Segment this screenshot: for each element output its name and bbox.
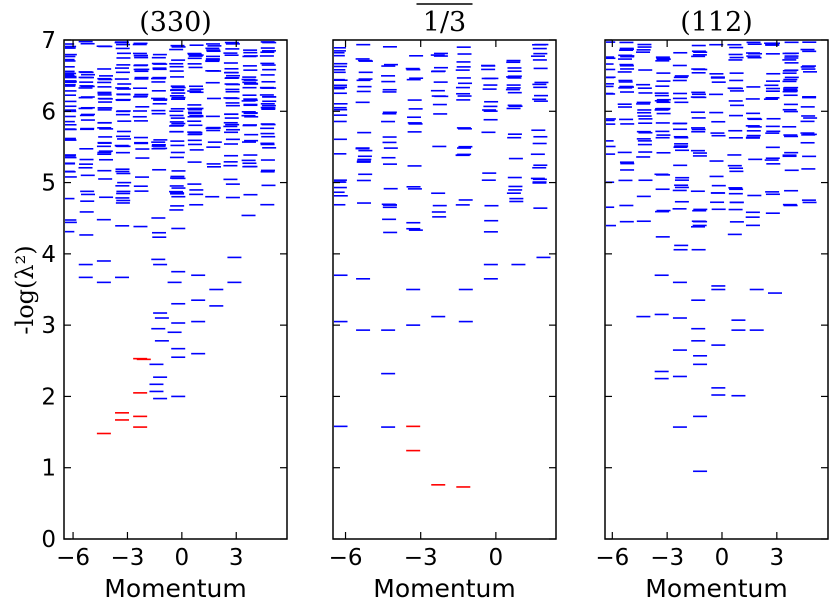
panel-title: (330) xyxy=(139,7,212,38)
panel-1-3: −6 −3 0 Momentum 1/3 xyxy=(329,3,557,601)
x-axis-label: Momentum xyxy=(104,574,246,601)
x-tick-label: −6 xyxy=(329,545,363,571)
y-tick-label: 0 xyxy=(41,527,56,553)
x-axis-label: Momentum xyxy=(645,574,787,601)
x-tick-label: 0 xyxy=(715,545,730,571)
panel-frame xyxy=(332,39,557,540)
y-tick-label: 5 xyxy=(41,171,56,197)
y-tick-label: 2 xyxy=(41,384,56,410)
y-tick-label: 1 xyxy=(41,456,56,482)
panel-330: −6 −3 0 3 0 1 2 3 4 5 6 7 Momentum (330) xyxy=(41,7,288,601)
panel-frame xyxy=(604,39,829,540)
panel-title: 1/3 xyxy=(423,7,466,38)
x-tick-label: 3 xyxy=(229,545,244,571)
x-tick-label: −3 xyxy=(404,545,438,571)
panels: −6 −3 0 3 0 1 2 3 4 5 6 7 Momentum (330) −6 −3 0 Momentum… xyxy=(41,3,829,601)
x-tick-label: 0 xyxy=(175,545,190,571)
panel-112: −6 −3 0 3 Momentum (112) xyxy=(595,7,829,601)
x-tick-label: −3 xyxy=(111,545,145,571)
y-tick-label: 7 xyxy=(41,28,56,54)
y-axis-label: -log(λ²) xyxy=(11,245,39,334)
panel-title: (112) xyxy=(680,7,753,38)
panel-frame xyxy=(63,39,288,540)
y-tick-label: 6 xyxy=(41,99,56,125)
x-axis-label: Momentum xyxy=(373,574,515,601)
y-tick-label: 4 xyxy=(41,242,56,268)
x-tick-label: −3 xyxy=(650,545,684,571)
x-tick-label: −6 xyxy=(56,545,90,571)
y-tick-label: 3 xyxy=(41,313,56,339)
x-tick-label: −6 xyxy=(595,545,629,571)
x-tick-label: 0 xyxy=(489,545,504,571)
x-tick-label: 3 xyxy=(769,545,784,571)
